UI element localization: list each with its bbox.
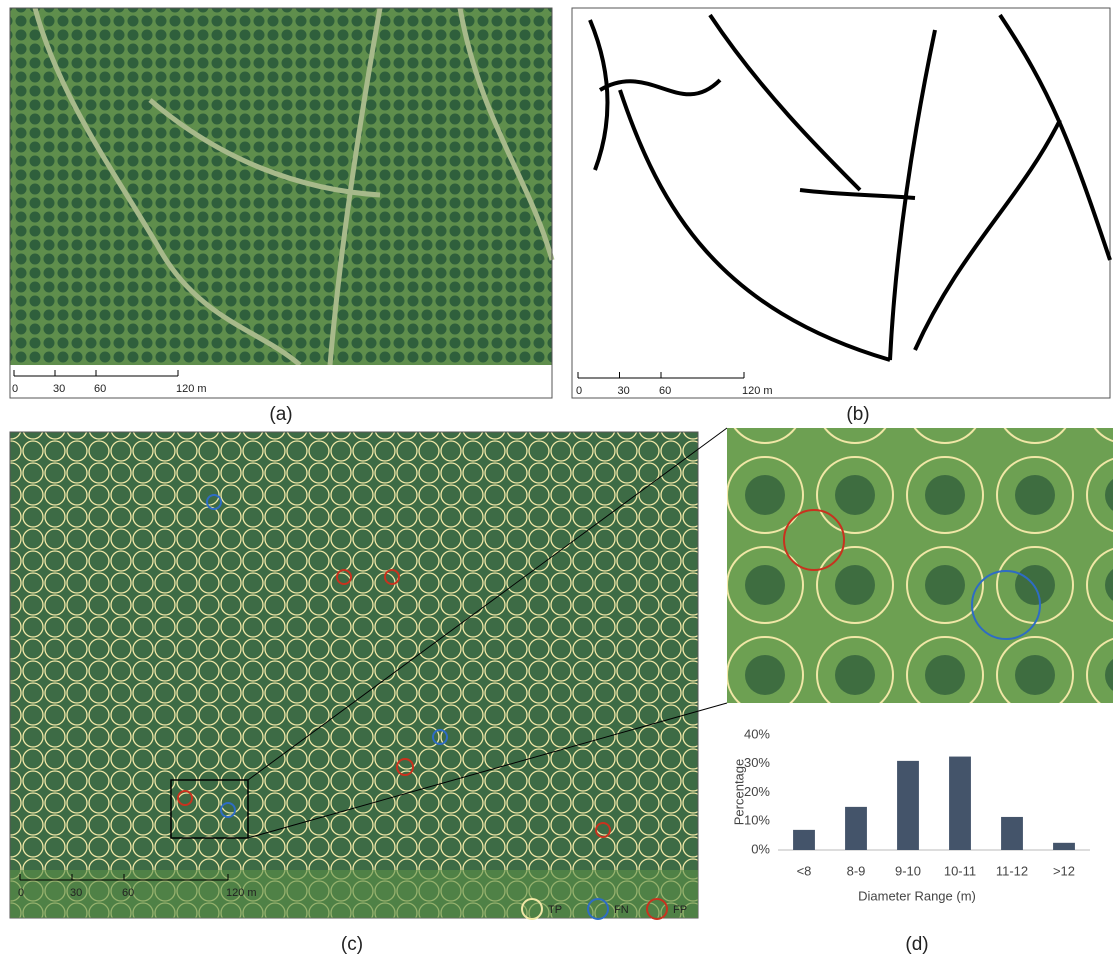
panel-label: (d) [905,934,928,955]
x-tick-label: 10-11 [944,863,976,878]
y-tick-label: 40% [744,726,770,741]
panel-label: (b) [846,404,869,425]
mask-image [572,8,1110,398]
scale-label: 0 [18,887,24,899]
bar-chart: Diameter Range (m) Percentage 0%10%20%30… [731,726,1090,903]
x-tick-label: 9-10 [895,863,921,878]
panel-c: TP FN FP [10,428,727,919]
y-tick-label: 30% [744,755,770,770]
scale-label: 120 m [226,887,257,899]
scale-label: 60 [94,383,106,395]
y-tick-label: 0% [751,841,770,856]
panel-a [10,8,552,398]
scale-label: 120 m [742,385,773,397]
scale-label: 30 [70,887,82,899]
legend-label: FP [673,904,687,916]
x-tick-label: 11-12 [996,863,1028,878]
panel-label: (c) [341,934,363,955]
bar [897,761,919,850]
scale-label: 60 [659,385,671,397]
panel-label: (a) [269,404,292,425]
figure: TP FN FP (a) (b) (c) (d) Diameter Range … [0,0,1113,962]
scale-label: 0 [12,383,18,395]
scale-area [10,870,698,918]
y-tick-label: 20% [744,784,770,799]
legend-label: TP [548,904,562,916]
bar [845,807,867,850]
x-tick-label: 8-9 [847,863,866,878]
bar [1001,817,1023,850]
scale-label: 30 [618,385,630,397]
scale-label: 0 [576,385,582,397]
x-tick-label: >12 [1053,863,1075,878]
scale-label: 60 [122,887,134,899]
scale-label: 30 [53,383,65,395]
detection-image [10,432,698,918]
panel-d-zoom [727,428,1113,703]
scale-area [10,365,552,398]
bar [949,757,971,850]
zoom-image [727,428,1113,703]
scale-label: 120 m [176,383,207,395]
panel-b [572,8,1110,398]
bar [793,830,815,850]
legend-label: FN [614,904,629,916]
x-tick-label: <8 [797,863,812,878]
x-axis-title: Diameter Range (m) [858,888,976,903]
bar [1053,843,1075,850]
y-tick-label: 10% [744,813,770,828]
